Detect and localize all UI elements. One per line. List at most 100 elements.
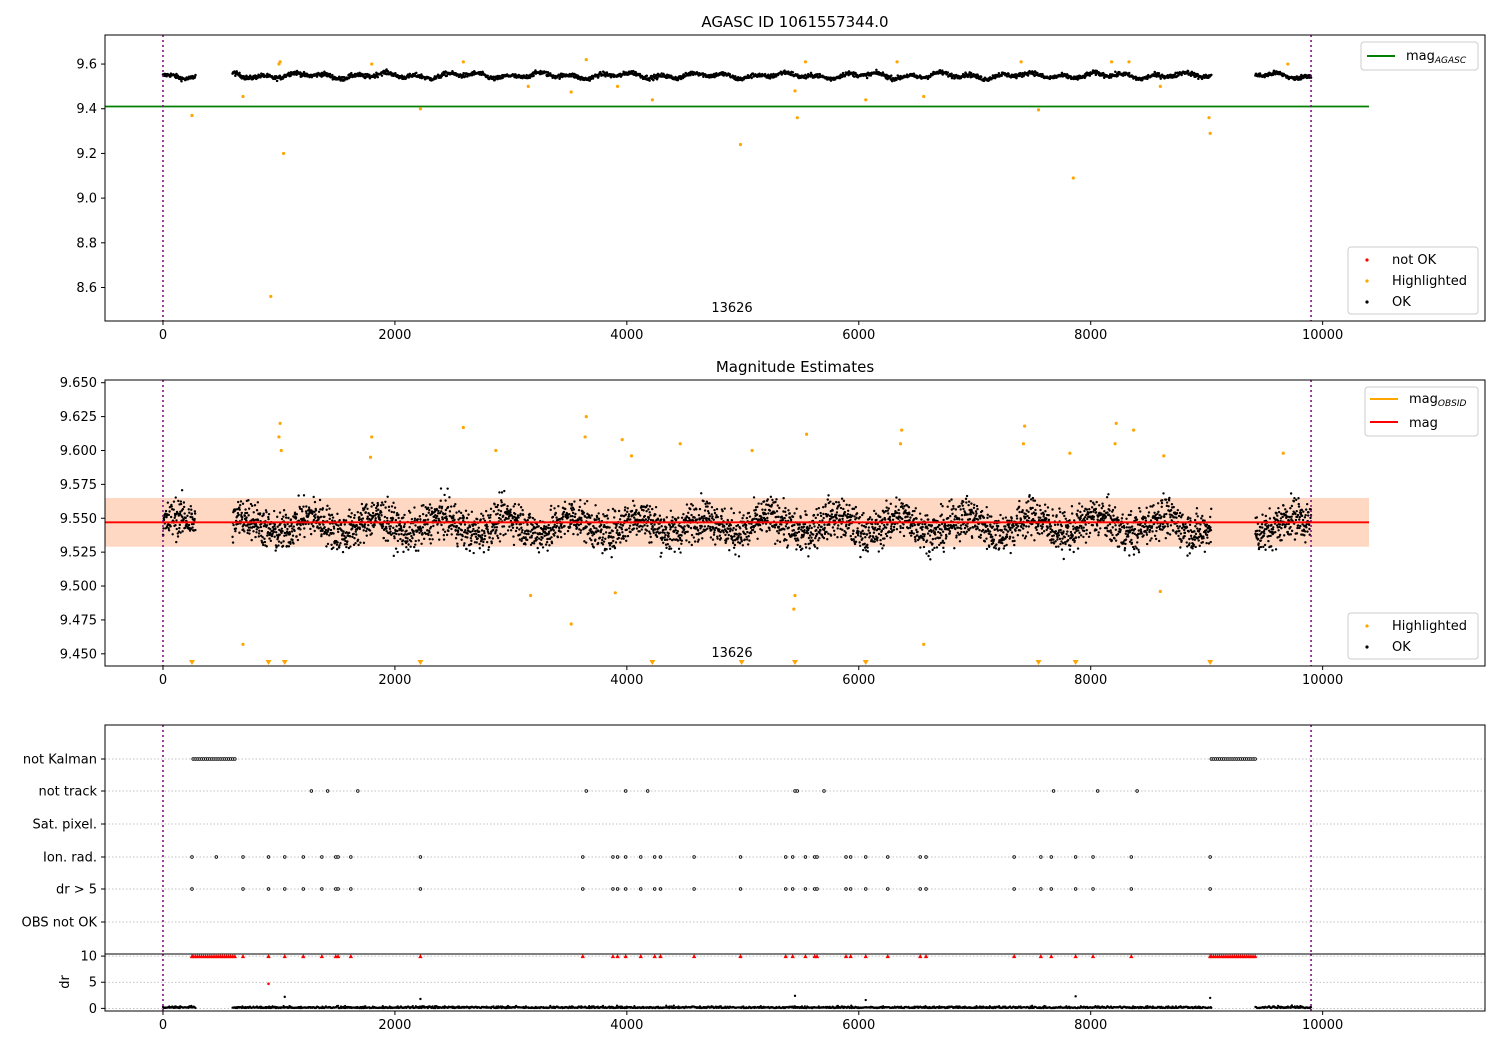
ok-point (498, 513, 502, 517)
ok-point (1210, 73, 1213, 77)
ok-point (705, 517, 708, 520)
ok-point (237, 513, 240, 517)
ok-point (583, 502, 587, 505)
ok-point (342, 530, 345, 533)
ok-point (624, 535, 627, 538)
ok-point (283, 534, 286, 537)
ok-point (241, 516, 244, 519)
ok-point (281, 544, 285, 548)
ok-point (551, 515, 555, 519)
ok-point (269, 539, 273, 543)
ok-point (292, 525, 295, 528)
ok-point (424, 518, 427, 522)
ok-point (324, 528, 328, 532)
ok-point (751, 528, 755, 532)
ok-point (633, 504, 636, 507)
panel2-title: Magnitude Estimates (716, 358, 874, 376)
ok-point (730, 507, 733, 510)
ok-point (338, 544, 341, 547)
ok-point (520, 526, 523, 530)
highlighted-point (461, 60, 465, 64)
highlighted-point (569, 90, 573, 94)
ok-point (851, 532, 855, 535)
ok-point (842, 499, 846, 503)
ok-point (658, 531, 662, 534)
ok-point (621, 524, 625, 527)
ok-point (770, 503, 774, 507)
ok-point (775, 523, 778, 526)
ok-point (774, 500, 777, 504)
ok-point (472, 527, 475, 531)
ok-point (817, 506, 821, 510)
ok-point (292, 542, 295, 545)
ok-point (544, 543, 548, 546)
ok-point (663, 538, 667, 542)
ok-point (358, 527, 362, 531)
ok-point (499, 518, 502, 521)
ok-point (753, 530, 757, 534)
ok-point (456, 530, 460, 534)
ok-point (608, 547, 612, 551)
ok-point (463, 542, 466, 545)
ok-point (607, 508, 610, 512)
y-tick-label: 8.6 (76, 281, 97, 296)
ok-point (1159, 77, 1163, 80)
x-tick-label: 2000 (378, 328, 411, 343)
ok-point (180, 489, 184, 492)
ok-point (843, 510, 847, 514)
ok-point (336, 512, 339, 516)
ok-point (166, 501, 170, 504)
x-tick-label: 6000 (842, 328, 875, 343)
ok-point (448, 510, 452, 513)
ok-point (835, 517, 838, 520)
ok-point (733, 535, 736, 538)
ok-point (439, 487, 443, 490)
ok-point (373, 523, 376, 527)
panel1-legend-upper: magAGASC (1360, 41, 1479, 71)
ok-point (561, 518, 564, 521)
ok-point (468, 549, 472, 553)
ok-point (302, 70, 306, 74)
ok-point (186, 514, 189, 518)
ok-point (303, 535, 306, 539)
ok-point (609, 531, 612, 535)
ok-point (832, 502, 836, 506)
ok-point (558, 527, 561, 530)
ok-point (701, 537, 704, 540)
ok-point (553, 507, 556, 510)
ok-point (795, 507, 798, 510)
ok-point (418, 515, 422, 518)
ok-point (314, 513, 317, 516)
ok-point (245, 516, 248, 519)
ok-point (803, 529, 806, 532)
ok-point (840, 535, 843, 539)
ok-point (602, 532, 605, 536)
ok-point (559, 535, 563, 539)
ok-point (622, 534, 625, 538)
ok-point (726, 518, 729, 522)
ok-point (330, 513, 334, 517)
ok-point (829, 500, 832, 503)
ok-point (302, 505, 305, 508)
ok-point (806, 532, 810, 535)
ok-point (615, 524, 618, 528)
ok-point (669, 528, 672, 531)
ok-point (601, 543, 605, 546)
ok-point (614, 541, 618, 544)
ok-point (817, 523, 821, 527)
ok-point (796, 539, 800, 542)
ok-point (458, 516, 462, 520)
ok-point (407, 543, 410, 546)
ok-point (680, 542, 683, 546)
highlighted-point (793, 89, 797, 93)
ok-point (595, 527, 598, 530)
ok-point (567, 516, 570, 519)
ok-point (172, 508, 175, 511)
ok-point (1127, 71, 1131, 75)
ok-point (580, 516, 583, 520)
ok-point (468, 525, 472, 529)
ok-point (328, 534, 331, 537)
ok-point (381, 525, 385, 528)
ok-point (481, 544, 485, 547)
ok-point (328, 507, 331, 510)
